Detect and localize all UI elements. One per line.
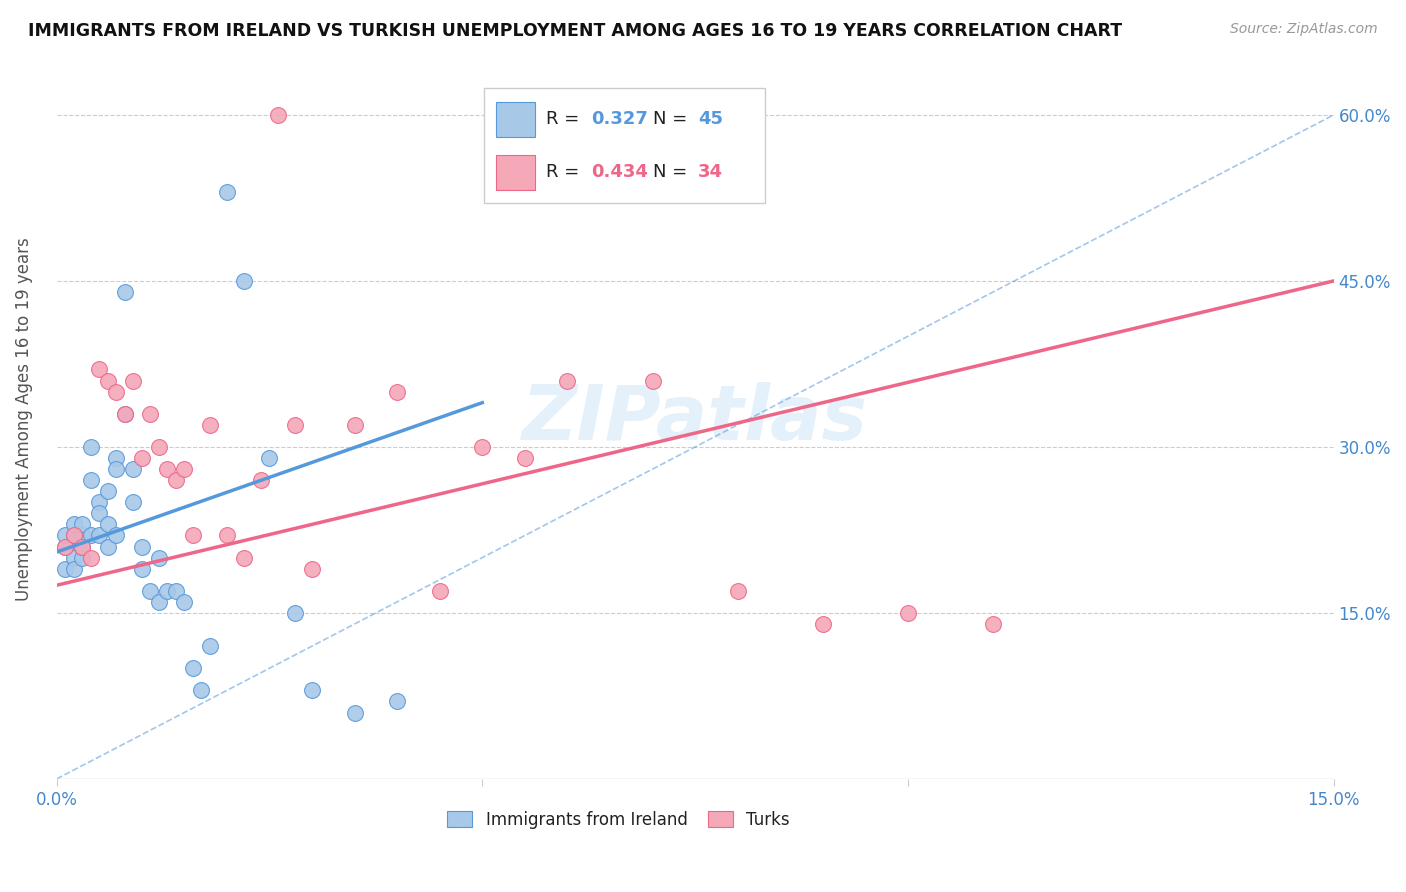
Point <box>62 562 84 576</box>
Point <box>53 540 76 554</box>
Point <box>70 517 93 532</box>
Point <box>79 550 101 565</box>
Point <box>181 528 204 542</box>
Point <box>641 374 664 388</box>
Point <box>215 528 238 542</box>
Point <box>70 550 93 565</box>
Text: ZIPatlas: ZIPatlas <box>522 383 868 457</box>
Point <box>156 583 179 598</box>
Point <box>165 473 187 487</box>
Point <box>429 583 451 598</box>
Point <box>232 274 254 288</box>
Point <box>62 517 84 532</box>
Point <box>981 617 1004 632</box>
Point <box>190 683 212 698</box>
Point <box>105 450 128 465</box>
Point <box>148 550 170 565</box>
Point <box>79 473 101 487</box>
Point <box>105 384 128 399</box>
Point <box>62 528 84 542</box>
Point <box>105 528 128 542</box>
Point <box>131 562 153 576</box>
Point <box>284 606 307 620</box>
Point <box>259 450 281 465</box>
Point <box>267 108 290 122</box>
Point <box>198 417 221 432</box>
Y-axis label: Unemployment Among Ages 16 to 19 years: Unemployment Among Ages 16 to 19 years <box>15 237 32 601</box>
Point <box>385 694 408 708</box>
Point <box>284 417 307 432</box>
Point <box>343 706 366 720</box>
Point <box>62 550 84 565</box>
Point <box>301 683 323 698</box>
Legend: Immigrants from Ireland, Turks: Immigrants from Ireland, Turks <box>440 804 796 835</box>
Point <box>89 506 111 520</box>
Point <box>122 374 145 388</box>
Point <box>727 583 749 598</box>
Point <box>215 186 238 200</box>
Point <box>97 517 120 532</box>
Point <box>131 450 153 465</box>
Point <box>139 407 162 421</box>
Point <box>97 540 120 554</box>
Point <box>89 495 111 509</box>
Point <box>557 374 579 388</box>
Point <box>114 407 136 421</box>
Point <box>811 617 834 632</box>
Point <box>97 484 120 499</box>
Point <box>131 540 153 554</box>
Point <box>79 528 101 542</box>
Point <box>385 384 408 399</box>
Text: IMMIGRANTS FROM IRELAND VS TURKISH UNEMPLOYMENT AMONG AGES 16 TO 19 YEARS CORREL: IMMIGRANTS FROM IRELAND VS TURKISH UNEMP… <box>28 22 1122 40</box>
Text: Source: ZipAtlas.com: Source: ZipAtlas.com <box>1230 22 1378 37</box>
Point <box>53 562 76 576</box>
Point <box>173 462 195 476</box>
Point <box>232 550 254 565</box>
Point <box>139 583 162 598</box>
Point <box>173 595 195 609</box>
Point <box>198 639 221 653</box>
Point <box>250 473 273 487</box>
Point <box>156 462 179 476</box>
Point <box>53 540 76 554</box>
Point <box>97 374 120 388</box>
Point <box>114 285 136 299</box>
Point <box>165 583 187 598</box>
Point <box>89 362 111 376</box>
Point <box>62 528 84 542</box>
Point <box>181 661 204 675</box>
Point <box>897 606 920 620</box>
Point <box>79 440 101 454</box>
Point <box>471 440 494 454</box>
Point <box>122 462 145 476</box>
Point <box>148 595 170 609</box>
Point <box>513 450 536 465</box>
Point <box>122 495 145 509</box>
Point <box>105 462 128 476</box>
Point <box>114 407 136 421</box>
Point <box>70 540 93 554</box>
Point <box>301 562 323 576</box>
Point <box>343 417 366 432</box>
Point <box>148 440 170 454</box>
Point <box>53 528 76 542</box>
Point <box>70 540 93 554</box>
Point <box>89 528 111 542</box>
Point <box>70 528 93 542</box>
